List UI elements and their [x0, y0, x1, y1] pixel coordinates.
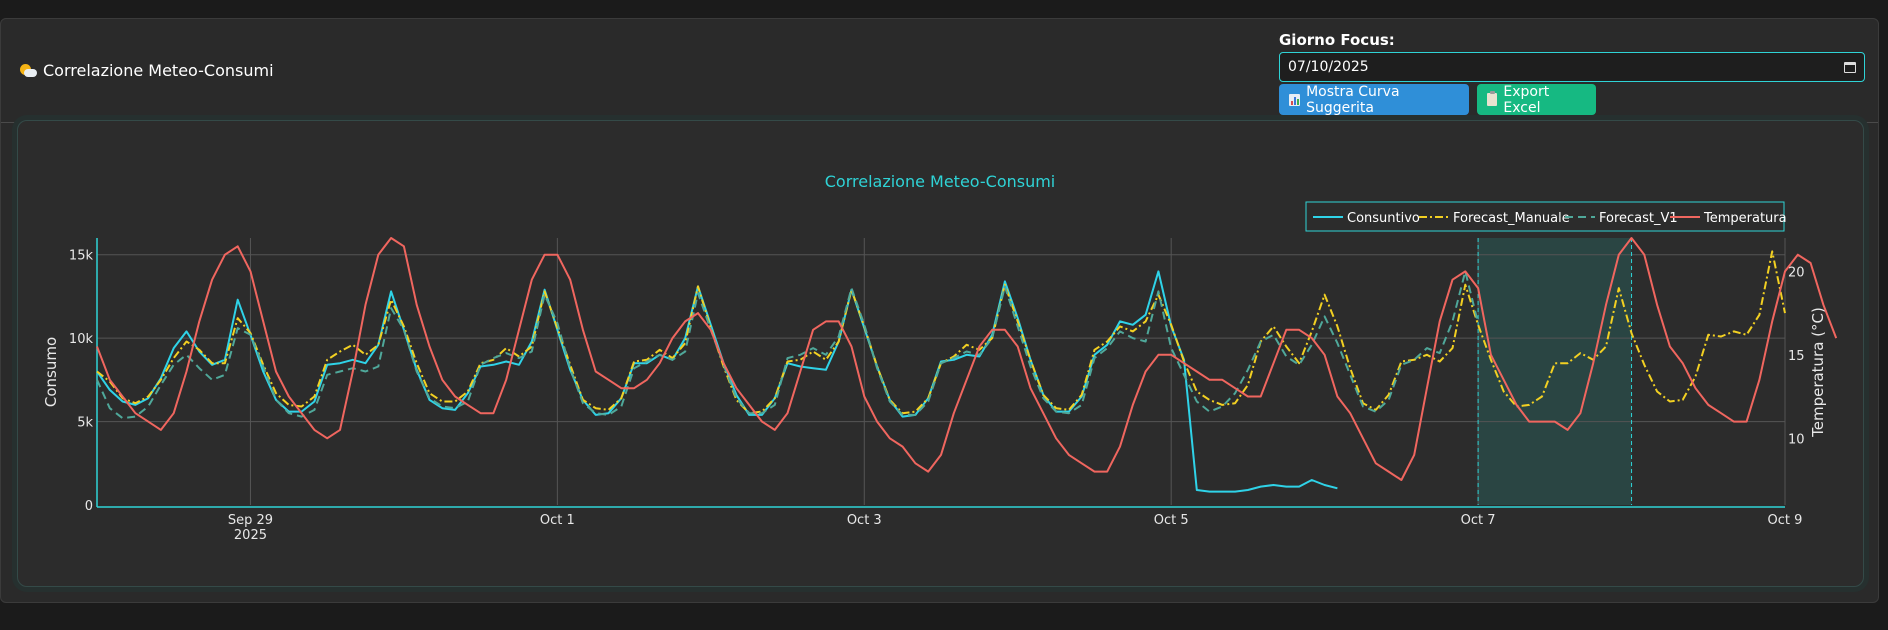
y-axis-label: Consumo: [42, 337, 60, 407]
y-tick-label: 0: [85, 499, 93, 514]
y-tick-label: 15k: [69, 249, 94, 264]
y2-tick-label: 15: [1788, 349, 1805, 364]
y2-axis-label: Temperatura (°C): [1809, 307, 1827, 438]
series-line-temperatura: [96, 237, 1838, 481]
export-excel-label: Export Excel: [1503, 83, 1550, 116]
panel-title-text: Correlazione Meteo-Consumi: [43, 61, 274, 80]
clipboard-icon: [1487, 91, 1498, 106]
legend-label: Temperatura: [1703, 211, 1787, 226]
export-excel-button[interactable]: Export Excel: [1477, 83, 1596, 116]
bar-chart-icon: [1289, 93, 1301, 106]
focus-highlight-band: [1478, 238, 1632, 505]
calendar-icon[interactable]: [1844, 61, 1856, 73]
y-tick-label: 10k: [69, 332, 94, 347]
x-tick-label: Oct 1: [540, 513, 575, 528]
show-suggested-curve-button[interactable]: Mostra Curva Suggerita: [1279, 83, 1469, 116]
chart-title: Correlazione Meteo-Consumi: [825, 172, 1056, 191]
y2-tick-label: 10: [1788, 432, 1805, 447]
legend-label: Forecast_V1: [1599, 211, 1678, 226]
x-tick-label: Oct 7: [1461, 513, 1496, 528]
focus-day-label: Giorno Focus:: [1279, 31, 1395, 49]
x-tick-label: Oct 5: [1154, 513, 1189, 528]
focus-date-value: 07/10/2025: [1288, 59, 1369, 75]
x-tick-year-label: 2025: [234, 528, 267, 543]
series-line-consuntivo: [96, 270, 1338, 493]
legend-label: Forecast_Manuale: [1453, 211, 1570, 226]
show-suggested-curve-label: Mostra Curva Suggerita: [1306, 83, 1400, 116]
x-tick-label: Oct 3: [847, 513, 882, 528]
legend-label: Consuntivo: [1347, 211, 1420, 226]
x-tick-label: Oct 9: [1768, 513, 1803, 528]
series-line-forecast-v1: [96, 270, 1480, 420]
focus-date-input[interactable]: 07/10/2025: [1279, 52, 1865, 82]
x-tick-label: Sep 29: [228, 513, 273, 528]
panel-title: Correlazione Meteo-Consumi: [19, 61, 274, 80]
sun-behind-cloud-icon: [19, 63, 37, 79]
y2-tick-label: 20: [1788, 265, 1805, 280]
bottom-bar: [0, 622, 1888, 630]
legend-box: [1305, 201, 1785, 232]
y-tick-label: 5k: [77, 416, 93, 431]
